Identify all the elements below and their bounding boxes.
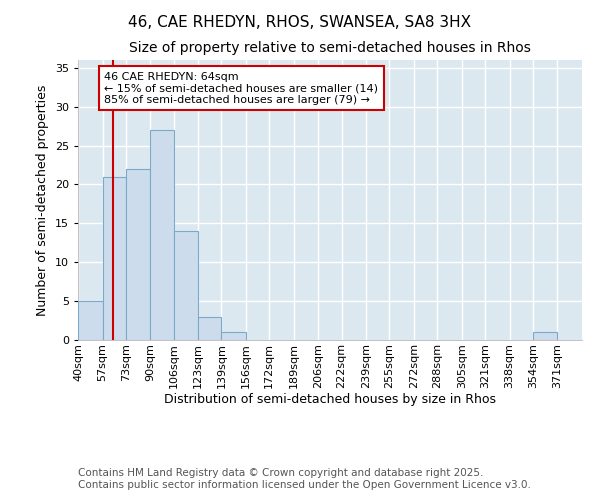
Title: Size of property relative to semi-detached houses in Rhos: Size of property relative to semi-detach…: [129, 40, 531, 54]
Bar: [103, 176, 126, 340]
Bar: [221, 332, 246, 340]
Y-axis label: Number of semi-detached properties: Number of semi-detached properties: [36, 84, 49, 316]
X-axis label: Distribution of semi-detached houses by size in Rhos: Distribution of semi-detached houses by …: [164, 394, 496, 406]
Bar: [151, 130, 173, 340]
Text: 46, CAE RHEDYN, RHOS, SWANSEA, SA8 3HX: 46, CAE RHEDYN, RHOS, SWANSEA, SA8 3HX: [128, 15, 472, 30]
Text: 46 CAE RHEDYN: 64sqm
← 15% of semi-detached houses are smaller (14)
85% of semi-: 46 CAE RHEDYN: 64sqm ← 15% of semi-detac…: [104, 72, 378, 105]
Text: Contains HM Land Registry data © Crown copyright and database right 2025.
Contai: Contains HM Land Registry data © Crown c…: [78, 468, 531, 490]
Bar: [533, 332, 557, 340]
Bar: [78, 301, 103, 340]
Bar: [173, 231, 198, 340]
Bar: [126, 169, 151, 340]
Bar: [198, 316, 221, 340]
